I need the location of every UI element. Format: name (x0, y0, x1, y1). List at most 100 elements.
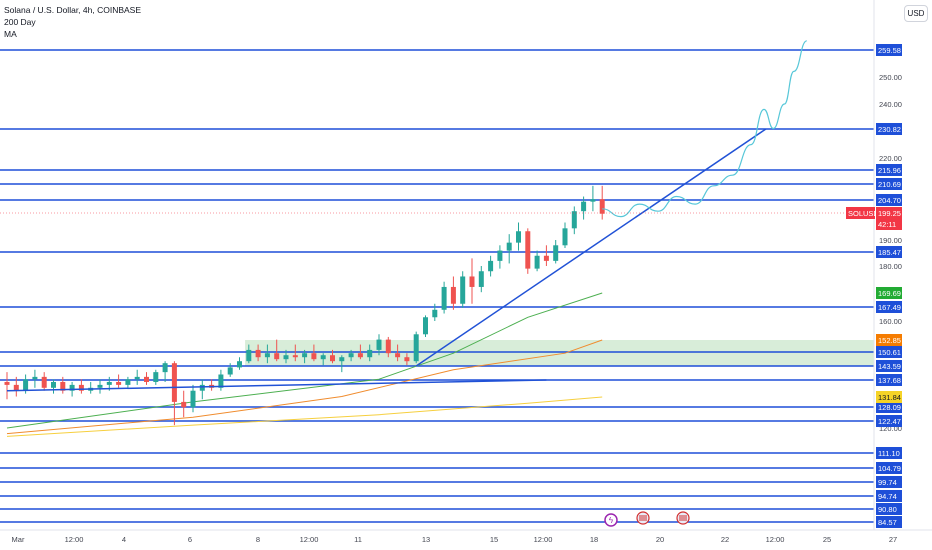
time-tick-label: 6 (188, 535, 192, 544)
candle-body (497, 250, 503, 261)
candle (413, 331, 419, 364)
lightning-glyph-icon: ϟ (609, 516, 614, 525)
candle-body (376, 339, 382, 350)
candle-body (348, 353, 354, 358)
candle-body (432, 309, 438, 318)
candle-body (106, 381, 112, 385)
candle-body (516, 231, 521, 243)
time-tick-label: 27 (889, 535, 897, 544)
candle-body (69, 384, 75, 391)
projection-line[interactable] (602, 40, 808, 218)
candle-body (571, 211, 577, 229)
time-tick-label: 12:00 (300, 535, 319, 544)
candle-body (4, 381, 10, 385)
candle-body (13, 384, 19, 391)
candle (190, 384, 196, 413)
candle-body (478, 271, 484, 287)
highlight-label: 199.25 (876, 207, 902, 219)
level-label-text: 90.80 (878, 505, 897, 514)
candle (218, 369, 224, 391)
time-scale-ticks[interactable]: Mar 12:00 4 6 8 12:00 11 13 15 12:00 18 20 22 12:00 25… (12, 535, 898, 544)
candle-body (116, 381, 122, 385)
candle-body (590, 199, 596, 202)
candle-body (227, 367, 233, 375)
candle-body (125, 379, 131, 385)
candle-body (78, 384, 84, 391)
highlight-label-text: 152.85 (878, 336, 901, 345)
candle-body (190, 390, 196, 408)
candle (237, 357, 242, 370)
trendline[interactable] (6, 379, 547, 392)
level-label-text: 104.79 (878, 464, 901, 473)
highlight-label: 152.85 (876, 334, 902, 346)
candle (162, 361, 168, 382)
candle (134, 369, 140, 385)
candle (320, 353, 326, 366)
candle-body (283, 355, 289, 360)
highlight-label: 169.69 (876, 287, 902, 299)
price-tick-label: 240.00 (879, 100, 902, 109)
currency-button[interactable]: USD (904, 5, 928, 22)
level-label-box (876, 360, 902, 372)
level-label: 128.09 (876, 401, 902, 413)
candle (264, 344, 270, 364)
lightning-event-icon[interactable] (604, 513, 618, 527)
level-label-box (876, 476, 902, 488)
horizontal-levels (0, 49, 874, 523)
candle-body (218, 374, 224, 388)
level-label: 215.96 (876, 164, 902, 176)
indicator-name-line2[interactable]: MA (4, 29, 17, 39)
highlight-label-box (876, 207, 902, 219)
candle (199, 379, 205, 400)
candle-body (423, 317, 428, 335)
level-label-text: 210.69 (878, 180, 901, 189)
highlight-label-box (876, 218, 902, 230)
candle-body (237, 361, 242, 368)
candle-body (97, 384, 103, 388)
candle-body (171, 363, 177, 402)
candle (274, 339, 280, 362)
candle (171, 361, 177, 426)
level-label-text: 204.70 (878, 196, 901, 205)
level-label-box (876, 346, 902, 358)
level-label: 90.80 (876, 503, 902, 515)
candle (506, 234, 512, 264)
level-label-box (876, 374, 902, 386)
candle (488, 255, 494, 277)
time-tick-label: 18 (590, 535, 598, 544)
symbol-title[interactable]: Solana / U.S. Dollar, 4h, COINBASE (4, 5, 142, 15)
highlight-label-box (876, 334, 902, 346)
price-tick-label: 160.00 (879, 317, 902, 326)
candle-body (330, 355, 335, 362)
level-label: 143.59 (876, 360, 902, 372)
candle (571, 206, 577, 235)
indicator-name-line1[interactable]: 200 Day (4, 17, 36, 27)
price-scale-ticks: 250.00 240.00 220.00 190.00 180.00 160.00 120.… (879, 73, 902, 433)
candle (450, 276, 456, 310)
candle (181, 390, 187, 418)
candle (469, 258, 475, 304)
candle-body (32, 376, 38, 380)
level-label-text: 185.47 (878, 248, 901, 257)
time-tick-label: 15 (490, 535, 498, 544)
level-label-text: 111.10 (878, 449, 900, 458)
level-label-box (876, 123, 902, 135)
price-tick-label: 250.00 (879, 73, 902, 82)
candle (441, 281, 447, 314)
level-label-box (876, 447, 902, 459)
level-label-text: 215.96 (878, 166, 901, 175)
candle (432, 303, 438, 321)
candle (32, 369, 38, 388)
level-label: 111.10 (876, 447, 902, 459)
price-scale[interactable] (874, 0, 932, 530)
candle-body (339, 357, 345, 362)
level-label: 84.57 (876, 516, 902, 528)
candle (423, 315, 428, 337)
candle (497, 245, 503, 269)
candle-body (534, 255, 540, 269)
level-label-text: 230.82 (878, 125, 901, 134)
candle (385, 336, 391, 358)
trendline[interactable] (415, 128, 767, 367)
